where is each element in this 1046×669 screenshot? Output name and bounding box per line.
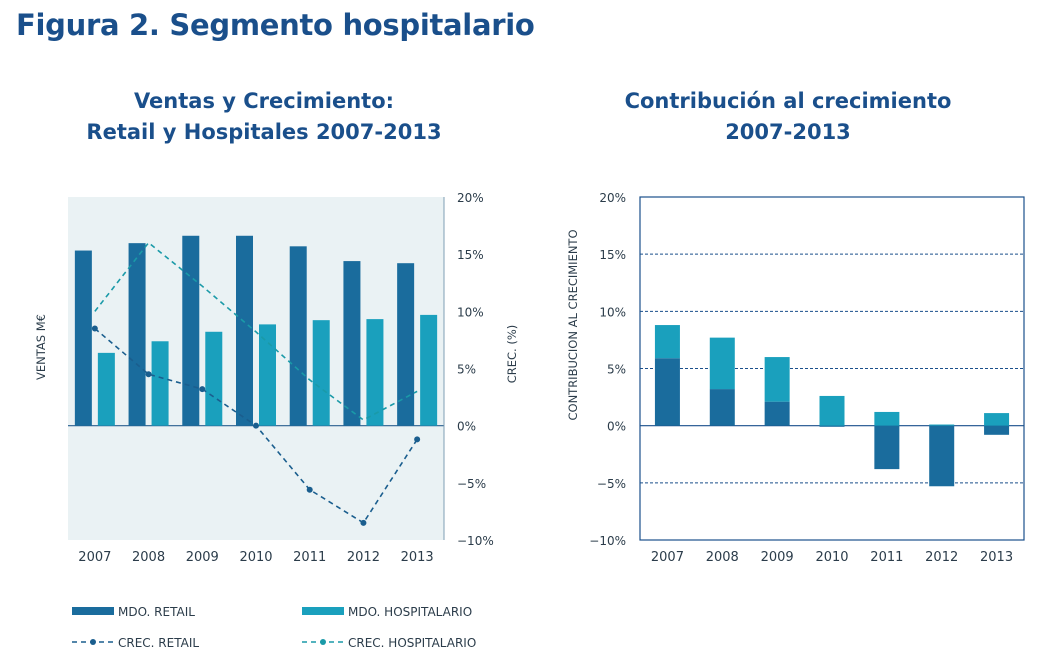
chart1-title: Ventas y Crecimiento: Retail y Hospitale… (34, 86, 494, 148)
chart2-contribution: 2007 2008 2009 2010 2011 2012 2013 20% 15% 10% 5% 0… (566, 191, 1025, 565)
chart1-x-tick-2011: 2011 (293, 550, 326, 565)
chart1-ylabel: VENTAS M€ (34, 314, 48, 380)
chart1-title-line-1: Ventas y Crecimiento: (133, 89, 395, 113)
chart1-point-crec-retail-2012 (360, 519, 367, 526)
chart2-title-line-2: 2007-2013 (725, 120, 851, 144)
chart1-y2-tick: 20% (457, 191, 484, 205)
chart1-plot-area (68, 197, 444, 540)
chart1-bar-retail-2012 (343, 261, 361, 426)
chart1-sales-growth: 2007 2008 2009 2010 2011 2012 2013 20% 15% 10% 5% 0… (34, 191, 519, 565)
chart2-y-tick: 0% (607, 420, 626, 434)
chart1-point-crec-retail-2013 (414, 436, 421, 443)
chart2-bar-hospitalario-2007 (654, 325, 680, 359)
chart2-bar-hospitalario-2009 (764, 357, 790, 402)
chart1-x-tick-2013: 2013 (401, 550, 434, 565)
legend-label-3: CREC. HOSPITALARIO (348, 636, 476, 650)
chart1-x-tick-2012: 2012 (347, 550, 380, 565)
chart2-bar-retail-2012 (929, 425, 955, 487)
chart2-bar-hospitalario-2013 (984, 413, 1010, 426)
chart2-title: Contribución al crecimiento 2007-2013 (558, 86, 1018, 148)
chart1-x-tick-2010: 2010 (239, 550, 272, 565)
chart1-bar-hospitalario-2009 (205, 331, 223, 426)
chart1-point-crec-retail-2010 (253, 422, 259, 429)
legend-swatch-0 (72, 607, 114, 615)
chart1-bar-retail-2013 (397, 263, 415, 426)
chart1-bar-retail-2007 (74, 250, 92, 426)
chart1-y2-tick: 15% (457, 248, 484, 262)
chart2-bar-retail-2013 (984, 425, 1010, 435)
chart2-y-tick: −10% (589, 534, 626, 548)
legend-marker-3 (320, 639, 326, 645)
chart1-x-tick-2007: 2007 (78, 550, 111, 565)
chart2-x-tick-2010: 2010 (815, 550, 848, 565)
chart2-y-tick: 20% (599, 191, 626, 205)
chart1-x-tick-2008: 2008 (132, 550, 165, 565)
chart1-y2label: CREC. (%) (505, 325, 519, 384)
legend-label-0: MDO. RETAIL (118, 605, 195, 619)
chart1-y2-tick: 5% (457, 363, 476, 377)
chart2-bar-retail-2008 (709, 389, 735, 426)
chart1-bar-hospitalario-2007 (97, 352, 115, 426)
chart2-bar-hospitalario-2010 (819, 395, 845, 426)
chart1-bar-retail-2010 (236, 235, 253, 426)
chart2-bar-hospitalario-2012 (929, 424, 955, 426)
legend-label-2: CREC. RETAIL (118, 636, 199, 650)
chart2-bar-hospitalario-2011 (874, 411, 900, 426)
legend-label-1: MDO. HOSPITALARIO (348, 605, 472, 619)
chart2-ylabel: CONTRIBUCION AL CRECIMIENTO (566, 229, 580, 420)
chart1-y2-tick: −10% (457, 534, 494, 548)
chart1-bar-hospitalario-2011 (312, 320, 330, 426)
chart1-bar-retail-2008 (128, 243, 146, 426)
figure-title: Figura 2. Segmento hospitalario (16, 8, 535, 42)
chart1-y2-tick: 10% (457, 305, 484, 319)
chart2-x-tick-2013: 2013 (980, 550, 1013, 565)
legend-swatch-1 (302, 607, 344, 615)
chart1-bar-hospitalario-2013 (420, 314, 438, 426)
chart2-x-tick-2012: 2012 (925, 550, 958, 565)
chart1-y2-tick: 0% (457, 420, 476, 434)
chart1-bar-hospitalario-2008 (151, 341, 169, 426)
chart2-title-line-1: Contribución al crecimiento (624, 89, 952, 113)
chart1-point-crec-retail-2011 (306, 486, 313, 493)
chart1-x-tick-2009: 2009 (186, 550, 219, 565)
chart2-bar-retail-2007 (654, 358, 680, 426)
chart2-x-tick-2011: 2011 (870, 550, 903, 565)
chart1-legend: MDO. RETAIL MDO. HOSPITALARIO CREC. RETAIL… (72, 605, 476, 650)
chart1-bar-hospitalario-2012 (366, 319, 384, 426)
chart2-y-tick: 15% (599, 248, 626, 262)
chart2-bar-hospitalario-2008 (709, 337, 735, 390)
chart2-y-tick: 5% (607, 363, 626, 377)
chart2-y-tick: −5% (597, 477, 626, 491)
chart1-line-crec-hospitalario (94, 241, 418, 421)
chart2-bar-retail-2009 (764, 401, 790, 426)
chart2-y-tick: 10% (599, 305, 626, 319)
chart1-point-crec-retail-2007 (91, 325, 98, 332)
legend-marker-2 (90, 639, 96, 645)
chart1-title-line-2: Retail y Hospitales 2007-2013 (86, 120, 442, 144)
chart1-bar-hospitalario-2010 (259, 324, 276, 426)
chart2-x-tick-2007: 2007 (651, 550, 684, 565)
chart1-bar-retail-2009 (182, 235, 200, 426)
chart1-point-crec-retail-2009 (199, 386, 206, 393)
chart1-point-crec-retail-2008 (145, 371, 152, 378)
chart2-bar-retail-2010 (819, 425, 845, 427)
chart1-bar-retail-2011 (289, 246, 307, 426)
chart2-x-tick-2009: 2009 (761, 550, 794, 565)
chart2-bar-retail-2011 (874, 425, 900, 470)
chart1-y2-tick: −5% (457, 477, 486, 491)
chart2-x-tick-2008: 2008 (706, 550, 739, 565)
